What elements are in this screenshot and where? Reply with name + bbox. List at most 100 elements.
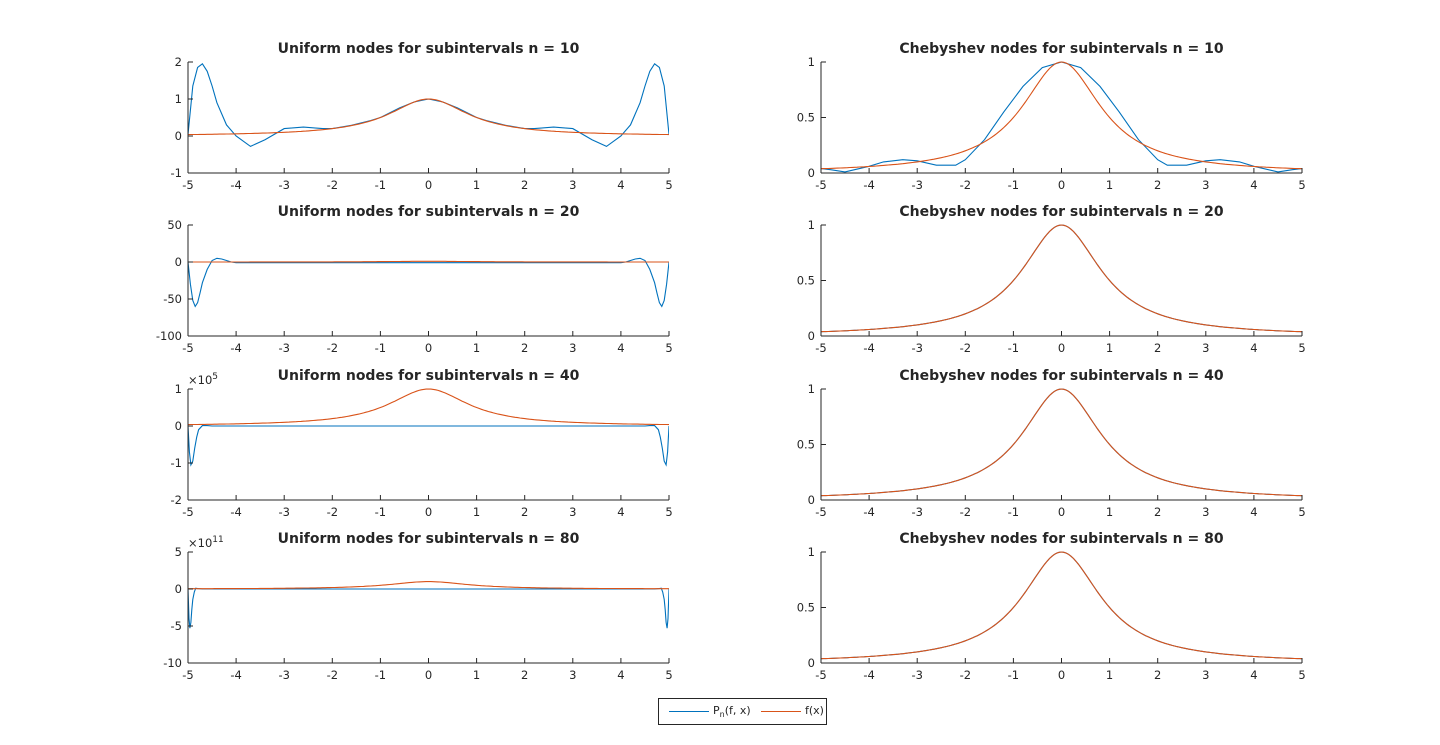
- x-tick-label: -2: [327, 178, 338, 192]
- y-tick-label: -50: [163, 292, 182, 306]
- x-tick-label: 3: [569, 668, 576, 682]
- x-tick-label: 0: [1058, 668, 1065, 682]
- x-tick-label: 2: [521, 505, 528, 519]
- y-tick-label: 0: [175, 129, 182, 143]
- x-tick-label: -2: [960, 341, 971, 355]
- series-line-p: [821, 551, 1302, 660]
- y-tick-label: 50: [167, 218, 182, 232]
- x-tick-label: 0: [425, 505, 432, 519]
- x-tick-label: 2: [1154, 178, 1161, 192]
- x-tick-label: -1: [1008, 505, 1019, 519]
- x-tick-label: 5: [1298, 341, 1305, 355]
- y-tick-label: 0.5: [797, 438, 815, 452]
- x-tick-label: 1: [473, 668, 480, 682]
- x-tick-label: -4: [230, 668, 241, 682]
- x-tick-label: 5: [665, 341, 672, 355]
- x-tick-label: -2: [960, 505, 971, 519]
- series-line-f: [821, 61, 1302, 170]
- y-tick-label: 0: [808, 329, 815, 343]
- x-tick-label: 1: [473, 341, 480, 355]
- subplot-4: -5 -4 -3 -2 -1 0 1 2 3 4 5 0 0.5 1 Chebyshev nodes for…: [797, 204, 1306, 355]
- subplot-title: Uniform nodes for subintervals n = 10: [278, 41, 580, 57]
- x-tick-label: 1: [1106, 668, 1113, 682]
- x-tick-label: 1: [1106, 341, 1113, 355]
- x-tick-label: 0: [1058, 178, 1065, 192]
- y-tick-label: 0: [175, 419, 182, 433]
- x-tick-label: -2: [960, 178, 971, 192]
- x-tick-label: 1: [473, 178, 480, 192]
- subplot-title: Uniform nodes for subintervals n = 80: [278, 531, 580, 547]
- x-tick-label: -1: [375, 505, 386, 519]
- y-tick-label: 1: [175, 92, 182, 106]
- x-tick-label: -3: [278, 505, 289, 519]
- x-tick-label: 5: [1298, 668, 1305, 682]
- x-tick-label: -3: [911, 505, 922, 519]
- y-tick-label: 0: [808, 656, 815, 670]
- x-tick-label: -3: [278, 668, 289, 682]
- x-tick-label: -2: [327, 668, 338, 682]
- x-tick-label: -3: [911, 668, 922, 682]
- x-tick-label: -3: [911, 341, 922, 355]
- x-tick-label: -5: [815, 178, 826, 192]
- y-tick-label: 0: [175, 255, 182, 269]
- x-tick-label: -5: [815, 341, 826, 355]
- series-line-f: [188, 388, 669, 426]
- x-tick-label: -4: [863, 341, 874, 355]
- x-tick-label: 4: [1250, 178, 1257, 192]
- y-tick-label: 0: [808, 166, 815, 180]
- series-line-f: [188, 581, 669, 590]
- legend: Pn(f, x) f(x): [658, 698, 827, 725]
- x-tick-label: 2: [521, 341, 528, 355]
- x-tick-label: 4: [617, 668, 624, 682]
- x-tick-label: -1: [1008, 668, 1019, 682]
- subplot-1: -5 -4 -3 -2 -1 0 1 2 3 4 5 -1 0 1 2 Uniform nodes for s…: [171, 41, 673, 192]
- x-tick-label: -3: [278, 341, 289, 355]
- series-line-f: [821, 551, 1302, 660]
- subplot-8: -5 -4 -3 -2 -1 0 1 2 3 4 5 0 0.5 1 Chebyshev nodes for…: [797, 531, 1306, 682]
- x-tick-label: -4: [863, 178, 874, 192]
- x-tick-label: -3: [278, 178, 289, 192]
- x-tick-label: 4: [617, 341, 624, 355]
- subplot-2: -5 -4 -3 -2 -1 0 1 2 3 4 5 0 0.5 1 Chebyshev nodes for…: [797, 41, 1306, 192]
- series-line-f: [821, 224, 1302, 333]
- legend-label-function: f(x): [805, 704, 824, 717]
- y-tick-label: -100: [156, 329, 182, 343]
- x-tick-label: 0: [425, 178, 432, 192]
- y-tick-label: 1: [175, 382, 182, 396]
- x-tick-label: -4: [230, 505, 241, 519]
- x-tick-label: -1: [375, 178, 386, 192]
- x-tick-label: -1: [1008, 341, 1019, 355]
- x-tick-label: 5: [1298, 178, 1305, 192]
- series-line-p: [821, 388, 1302, 497]
- x-tick-label: -5: [182, 178, 193, 192]
- y-tick-label: 1: [808, 545, 815, 559]
- y-tick-label: 1: [808, 382, 815, 396]
- y-tick-label: 1: [808, 55, 815, 69]
- x-tick-label: -4: [230, 178, 241, 192]
- subplot-6: -5 -4 -3 -2 -1 0 1 2 3 4 5 0 0.5 1 Chebyshev nodes for…: [797, 368, 1306, 519]
- subplot-5: -5 -4 -3 -2 -1 0 1 2 3 4 5 -2 -1 0 1 ×105 Uniform nodes …: [171, 368, 673, 519]
- x-tick-label: 2: [521, 668, 528, 682]
- x-tick-label: 2: [1154, 668, 1161, 682]
- series-line-p: [188, 425, 669, 467]
- x-tick-label: 0: [1058, 505, 1065, 519]
- x-tick-label: 4: [617, 505, 624, 519]
- x-tick-label: -1: [375, 668, 386, 682]
- x-tick-label: 5: [665, 178, 672, 192]
- y-tick-label: -1: [171, 456, 182, 470]
- subplot-title: Chebyshev nodes for subintervals n = 20: [899, 204, 1223, 220]
- y-tick-label: 0.5: [797, 601, 815, 615]
- x-tick-label: -5: [815, 668, 826, 682]
- x-tick-label: 3: [1202, 505, 1209, 519]
- legend-line-function: [761, 711, 801, 712]
- series-line-p: [821, 224, 1302, 333]
- subplot-title: Chebyshev nodes for subintervals n = 10: [899, 41, 1223, 57]
- subplot-title: Uniform nodes for subintervals n = 20: [278, 204, 580, 220]
- x-tick-label: 0: [425, 668, 432, 682]
- x-tick-label: 5: [665, 505, 672, 519]
- x-tick-label: -5: [182, 505, 193, 519]
- y-tick-label: 1: [808, 218, 815, 232]
- y-exponent-label: ×1011: [188, 535, 224, 550]
- x-tick-label: 5: [1298, 505, 1305, 519]
- series-line-p: [188, 257, 669, 308]
